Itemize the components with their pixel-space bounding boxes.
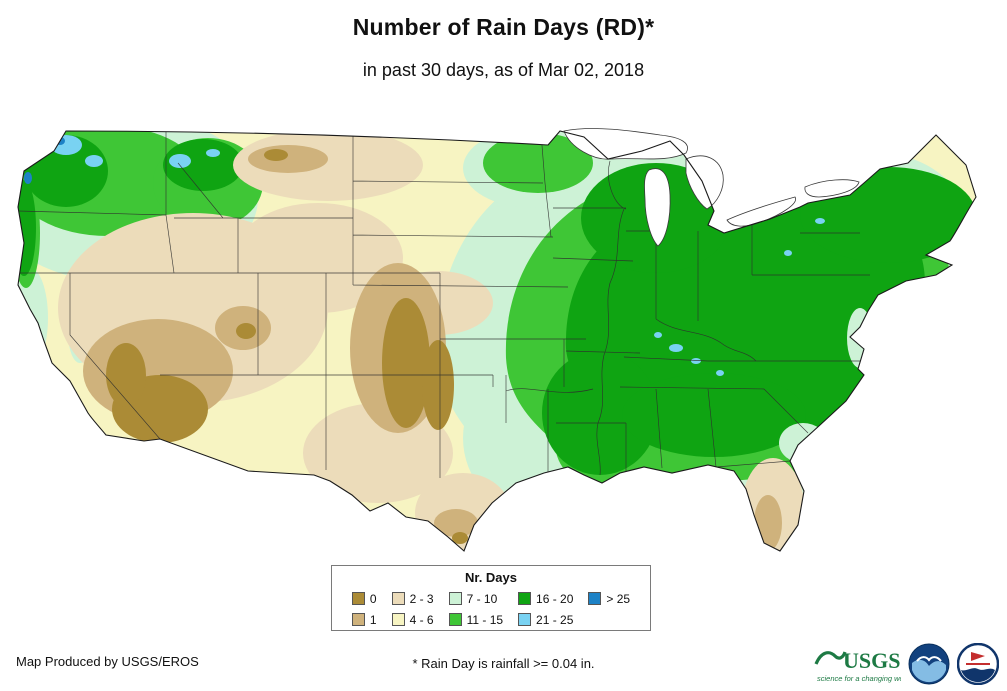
lake-erie	[726, 196, 796, 227]
legend-label: 2 - 3	[409, 591, 434, 606]
legend-label: 21 - 25	[536, 612, 574, 627]
legend-item: 0	[351, 589, 377, 608]
legend-swatch	[391, 613, 405, 626]
legend-swatch	[351, 613, 365, 626]
legend-item: 7 - 10	[448, 589, 503, 608]
legend: Nr. Days 0 1 2 - 3 4 - 6 7 - 10 11 - 15 …	[331, 565, 651, 631]
credit-text: Map Produced by USGS/EROS	[16, 654, 199, 669]
state-borders	[18, 131, 870, 478]
map-patch	[654, 332, 662, 338]
map-patch	[50, 135, 82, 155]
map-patch	[85, 155, 103, 167]
legend-swatch	[391, 592, 405, 605]
map-patch	[18, 228, 21, 248]
map-patch	[206, 149, 220, 157]
usgs-wordmark: USGS	[843, 648, 900, 673]
lake-huron	[685, 155, 724, 210]
nws-flag-icon	[971, 652, 985, 661]
map-patch	[422, 340, 454, 430]
map-patch	[18, 180, 36, 276]
map-patch	[754, 495, 782, 551]
page-title: Number of Rain Days (RD)*	[352, 14, 655, 40]
map-patch	[233, 203, 403, 313]
map-patch	[716, 370, 724, 376]
usgs-logo: USGS science for a changing world	[814, 648, 901, 683]
legend-item: 2 - 3	[391, 589, 434, 608]
legend-item: 4 - 6	[391, 610, 434, 629]
map-patch	[542, 351, 658, 475]
map-patch	[452, 532, 468, 544]
map-patch	[779, 423, 827, 463]
legend-item: 21 - 25	[518, 610, 573, 629]
page-subtitle: in past 30 days, as of Mar 02, 2018	[362, 60, 645, 80]
lake-ontario	[804, 179, 860, 198]
legend-label: 7 - 10	[466, 591, 498, 606]
noaa-logo	[908, 643, 950, 685]
legend-label: > 25	[606, 591, 631, 606]
legend-label: 1	[369, 612, 377, 627]
legend-swatch	[518, 592, 532, 605]
usgs-tagline: science for a changing world	[817, 674, 901, 683]
map-patch	[784, 250, 792, 256]
map-patch	[669, 344, 683, 352]
map-patch	[163, 139, 243, 191]
us-outline	[17, 130, 977, 552]
map-patch	[815, 218, 825, 224]
legend-swatch	[351, 592, 365, 605]
us-rain-days-map	[17, 128, 977, 552]
legend-swatch	[448, 592, 462, 605]
noaa-gull-icon	[916, 656, 942, 662]
map-patch	[24, 172, 32, 184]
map-patch	[303, 403, 453, 503]
map-patch	[106, 343, 146, 407]
map-patch	[483, 133, 593, 193]
legend-item: 11 - 15	[448, 610, 504, 629]
lake-michigan	[644, 168, 671, 247]
lake-superior	[563, 128, 688, 160]
legend-item: 16 - 20	[518, 589, 573, 608]
legend-grid: 0 1 2 - 3 4 - 6 7 - 10 11 - 15 16 - 20 2…	[342, 589, 640, 629]
footnote-text: * Rain Day is rainfall >= 0.04 in.	[412, 656, 595, 671]
legend-swatch	[588, 592, 602, 605]
legend-swatch	[518, 613, 532, 626]
legend-swatch	[448, 613, 462, 626]
map-patch	[691, 358, 701, 364]
map-patch	[236, 323, 256, 339]
map-patch	[382, 298, 430, 428]
legend-label: 4 - 6	[409, 612, 434, 627]
legend-item: > 25	[588, 589, 630, 608]
agency-logos: USGS science for a changing world	[813, 640, 999, 688]
map-patch	[434, 509, 478, 537]
map-patch	[264, 149, 288, 161]
nws-logo	[957, 643, 999, 685]
legend-title: Nr. Days	[464, 570, 518, 585]
map-patch	[169, 154, 191, 168]
great-lakes	[563, 128, 860, 247]
legend-label: 16 - 20	[536, 591, 574, 606]
legend-label: 0	[369, 591, 377, 606]
map-patch	[248, 145, 328, 173]
legend-item: 1	[351, 610, 377, 629]
map-patch	[622, 373, 806, 457]
legend-label: 11 - 15	[466, 612, 504, 627]
